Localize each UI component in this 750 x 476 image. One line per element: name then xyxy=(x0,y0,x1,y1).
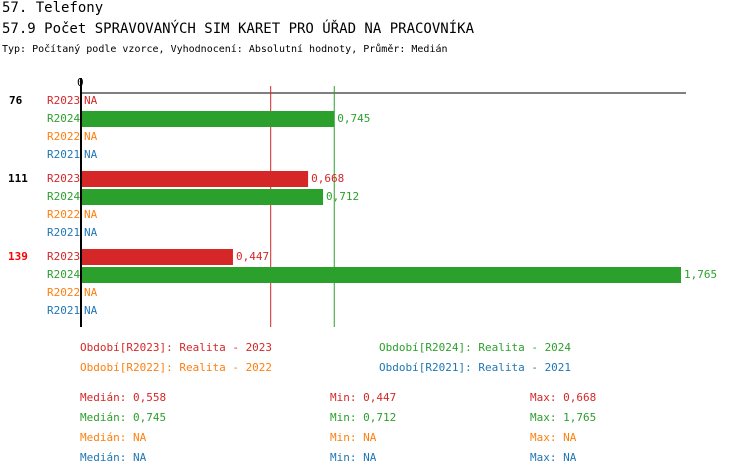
series-label: R2021 xyxy=(47,148,81,161)
stat-max: Max: 0,668 xyxy=(530,391,597,404)
data-label: NA xyxy=(84,226,98,239)
bar xyxy=(82,171,309,187)
data-label: 1,765 xyxy=(684,268,718,281)
stat-median: Medián: 0,558 xyxy=(80,391,167,404)
stat-median: Medián: 0,745 xyxy=(80,411,167,424)
legend-item: Období[R2024]: Realita - 2024 xyxy=(379,341,572,354)
chart-subtitle: 57.9 Počet SPRAVOVANÝCH SIM KARET PRO ÚŘ… xyxy=(2,21,475,37)
legend-item: Období[R2022]: Realita - 2022 xyxy=(80,361,273,374)
stat-max: Max: 1,765 xyxy=(530,411,597,424)
bar xyxy=(82,267,681,283)
x-tick-label: 0 xyxy=(77,76,84,89)
data-label: NA xyxy=(84,94,98,107)
series-label: R2023 xyxy=(47,172,81,185)
bar xyxy=(82,111,335,127)
stat-median: Medián: NA xyxy=(80,431,147,444)
series-label: R2021 xyxy=(47,304,81,317)
group-label: 111 xyxy=(8,172,28,185)
data-label: NA xyxy=(84,286,98,299)
data-label: 0,712 xyxy=(326,190,360,203)
bar xyxy=(82,249,233,265)
data-label: 0,668 xyxy=(311,172,345,185)
bar xyxy=(82,189,324,205)
stat-min: Min: NA xyxy=(330,431,377,444)
data-label: NA xyxy=(84,148,98,161)
data-label: NA xyxy=(84,130,98,143)
series-label: R2023 xyxy=(47,94,81,107)
stat-min: Min: 0,447 xyxy=(330,391,397,404)
series-label: R2021 xyxy=(47,226,81,239)
data-label: NA xyxy=(84,304,98,317)
stat-median: Medián: NA xyxy=(80,451,147,464)
group-label: 139 xyxy=(8,250,28,263)
series-label: R2024 xyxy=(47,112,81,125)
legend-item: Období[R2021]: Realita - 2021 xyxy=(379,361,572,374)
data-label: NA xyxy=(84,208,98,221)
stat-max: Max: NA xyxy=(530,431,577,444)
stat-min: Min: NA xyxy=(330,451,377,464)
data-label: 0,745 xyxy=(337,112,371,125)
series-label: R2023 xyxy=(47,250,81,263)
data-label: 0,447 xyxy=(235,250,270,263)
stat-max: Max: NA xyxy=(530,451,577,464)
series-label: R2022 xyxy=(47,208,81,221)
series-label: R2022 xyxy=(47,130,81,143)
page-title: 57. Telefony xyxy=(2,0,104,16)
series-label: R2024 xyxy=(47,190,81,203)
series-label: R2022 xyxy=(47,286,81,299)
label-bg xyxy=(233,250,270,264)
series-label: R2024 xyxy=(47,268,81,281)
chart-info: Typ: Počítaný podle vzorce, Vyhodnocení:… xyxy=(2,44,448,55)
group-label: 76 xyxy=(9,94,23,107)
stat-min: Min: 0,712 xyxy=(330,411,397,424)
legend-item: Období[R2023]: Realita - 2023 xyxy=(80,341,273,354)
